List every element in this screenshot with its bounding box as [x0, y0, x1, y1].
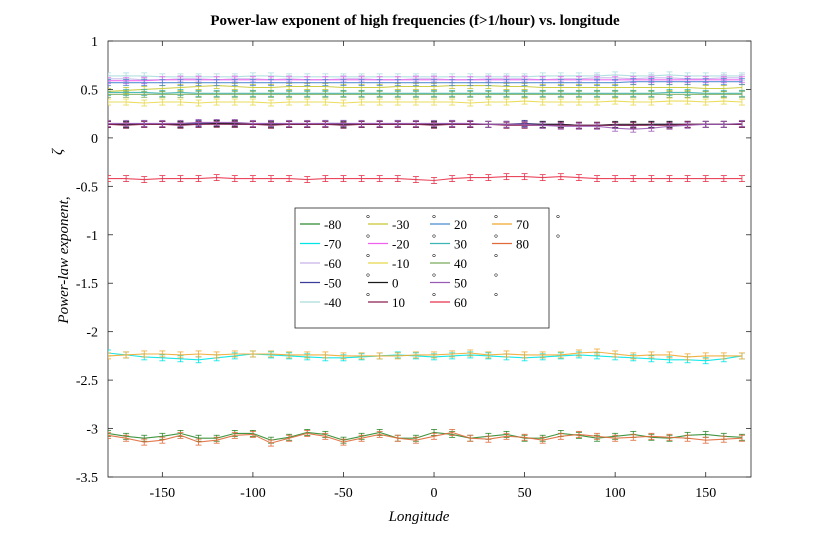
y-tick-label: -3: [86, 423, 98, 438]
x-tick-label: -150: [150, 486, 176, 501]
x-axis: -150 -100 -50 0 50 100 150: [150, 41, 716, 501]
legend-degree: °: [494, 273, 498, 284]
legend-label: -20: [392, 237, 409, 252]
y-tick-label: -0.5: [76, 180, 98, 195]
x-tick-label: 150: [695, 486, 716, 501]
x-tick-label: -100: [240, 486, 266, 501]
x-tick-label: 50: [518, 486, 532, 501]
series-30: [108, 88, 745, 97]
legend-box: [294, 207, 550, 329]
y-tick-label: 0.5: [81, 83, 99, 98]
legend-label: -50: [324, 276, 341, 291]
series-60: [108, 173, 745, 184]
legend-label: -60: [324, 256, 341, 271]
series-line: [108, 100, 742, 104]
legend-item-30: 30 °: [430, 234, 498, 252]
legend-label: 0: [392, 276, 399, 291]
plot-area: [107, 40, 752, 478]
series-line: [108, 121, 742, 130]
legend-item--50: -50 °: [300, 273, 370, 291]
legend-item--60: -60 °: [300, 253, 370, 271]
y-tick-label: -1.5: [76, 277, 98, 292]
series-line: [108, 81, 742, 84]
legend-degree: °: [432, 214, 436, 225]
series-line: [108, 176, 742, 182]
legend-degree: °: [366, 292, 370, 303]
legend-label: -40: [324, 295, 341, 310]
series-line: [108, 85, 742, 92]
y-axis-label: Power-law exponent,: [56, 196, 72, 324]
chart-title: Power-law exponent of high frequencies (…: [210, 13, 620, 29]
legend-item-0: 0 °: [368, 273, 436, 291]
x-tick-label: 0: [431, 486, 438, 501]
legend-degree: °: [432, 273, 436, 284]
legend-degree: °: [494, 253, 498, 264]
legend-item-40: 40 °: [430, 253, 498, 271]
legend-item-60: 60 °: [430, 292, 498, 310]
y-tick-label: -3.5: [76, 471, 98, 486]
legend-label: 80: [516, 237, 529, 252]
series-layer: [108, 71, 745, 447]
y-tick-label: -2.5: [76, 374, 98, 389]
legend-degree: °: [432, 292, 436, 303]
series-20: [108, 78, 745, 87]
legend-degree: °: [366, 234, 370, 245]
series-line: [108, 74, 742, 78]
series-40: [108, 90, 745, 98]
legend-label: 70: [516, 217, 529, 232]
y-tick-label: 0: [91, 132, 98, 147]
series-50: [108, 118, 745, 133]
y-axis: 1 0.5 0 -0.5 -1 -1.5 -2 -2.5 -3 -3.5: [76, 35, 751, 486]
series--10: [108, 97, 745, 107]
y-tick-label: -2: [86, 326, 98, 341]
y-axis-symbol: ζ: [50, 148, 66, 155]
legend-degree: °: [366, 253, 370, 264]
legend-item--10: -10 °: [368, 253, 436, 271]
legend-item--30: -30 °: [368, 214, 436, 232]
series-80: [108, 429, 745, 447]
legend-label: 60: [454, 295, 467, 310]
legend-degree: °: [366, 214, 370, 225]
series-70: [108, 348, 745, 361]
legend-label: -30: [392, 217, 409, 232]
legend-degree: °: [432, 234, 436, 245]
legend: -80 °-70 °-60 °-50 °-40 °-30 °-20 °-10 °0 °10 °20 °…: [294, 207, 560, 329]
legend-label: 10: [392, 295, 405, 310]
legend-item-10: 10 °: [368, 292, 436, 310]
series-line: [108, 431, 742, 441]
x-tick-label: 100: [605, 486, 626, 501]
legend-degree: °: [556, 234, 560, 245]
legend-degree: °: [494, 234, 498, 245]
legend-label: 30: [454, 237, 467, 252]
legend-label: -80: [324, 217, 341, 232]
legend-item-70: 70 °: [492, 214, 560, 232]
legend-degree: °: [366, 273, 370, 284]
legend-degree: °: [432, 253, 436, 264]
x-tick-label: -50: [334, 486, 353, 501]
legend-label: 40: [454, 256, 467, 271]
legend-item-50: 50 °: [430, 273, 498, 291]
series-line: [108, 431, 742, 444]
legend-degree: °: [494, 214, 498, 225]
series-line: [108, 79, 742, 82]
series-line: [108, 91, 742, 94]
series-line: [108, 351, 742, 358]
legend-label: 20: [454, 217, 467, 232]
legend-label: 50: [454, 276, 467, 291]
legend-item-20: 20 °: [430, 214, 498, 232]
y-tick-label: 1: [91, 35, 98, 50]
legend-item--80: -80 °: [300, 214, 370, 232]
legend-degree: °: [494, 292, 498, 303]
legend-item--40: -40 °: [300, 292, 370, 310]
legend-item--70: -70 °: [300, 234, 370, 252]
legend-degree: °: [556, 214, 560, 225]
legend-item--20: -20 °: [368, 234, 436, 252]
legend-label: -70: [324, 237, 341, 252]
x-axis-label: Longitude: [388, 509, 450, 525]
legend-item-80: 80 °: [492, 234, 560, 252]
series-line: [108, 123, 742, 126]
y-tick-label: -1: [86, 229, 98, 244]
legend-label: -10: [392, 256, 409, 271]
